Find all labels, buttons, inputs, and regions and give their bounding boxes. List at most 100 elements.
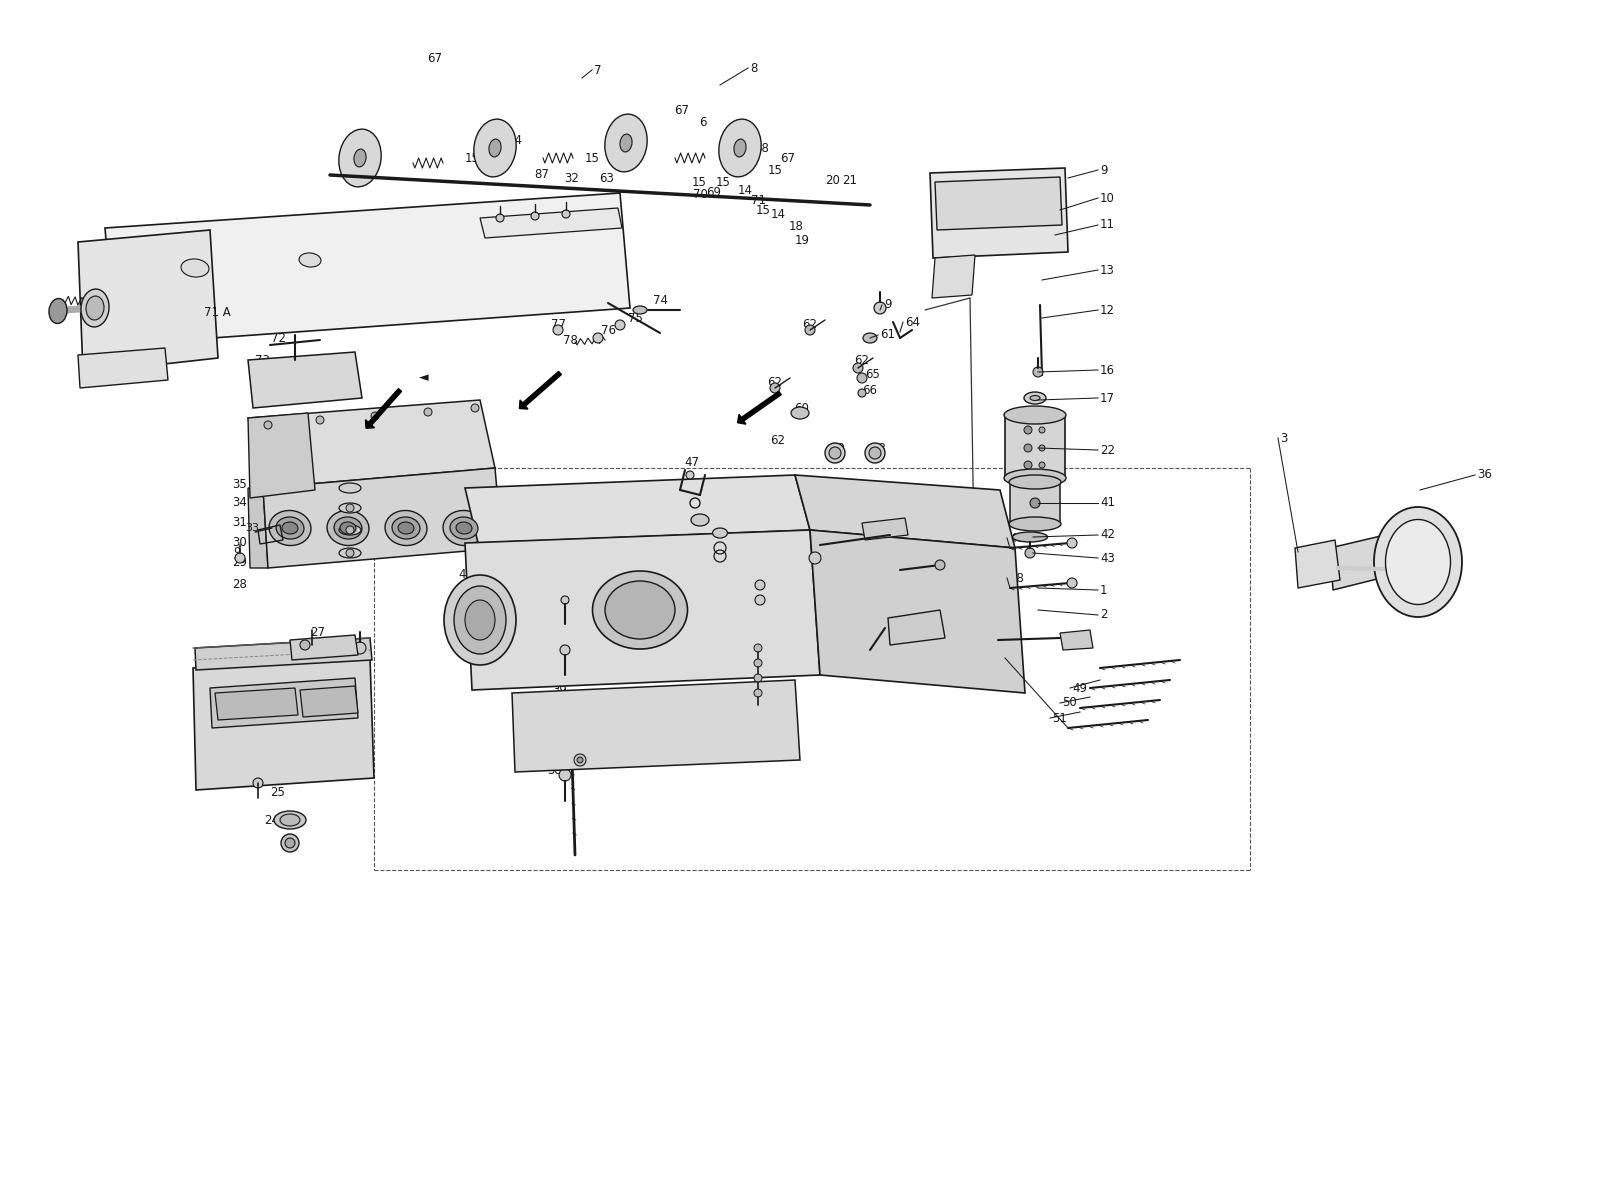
Ellipse shape	[443, 510, 485, 546]
Ellipse shape	[341, 522, 355, 534]
Ellipse shape	[605, 114, 646, 172]
Circle shape	[826, 443, 845, 463]
Text: 9: 9	[234, 546, 240, 559]
Polygon shape	[195, 638, 371, 670]
Text: 66: 66	[862, 384, 877, 396]
Circle shape	[354, 642, 366, 654]
Circle shape	[805, 325, 814, 335]
Ellipse shape	[326, 510, 370, 546]
Text: 32: 32	[565, 172, 579, 185]
Text: 17: 17	[1101, 391, 1115, 404]
Text: 54: 54	[760, 622, 776, 635]
Text: 68: 68	[755, 142, 770, 155]
Ellipse shape	[490, 139, 501, 157]
Ellipse shape	[605, 581, 675, 638]
Ellipse shape	[386, 510, 427, 546]
Text: 58: 58	[870, 442, 885, 455]
Polygon shape	[934, 176, 1062, 230]
Polygon shape	[1059, 630, 1093, 650]
Text: 24: 24	[264, 814, 280, 827]
Text: 52: 52	[1006, 652, 1022, 665]
Text: 87: 87	[534, 168, 549, 180]
Circle shape	[754, 644, 762, 652]
Text: 16: 16	[1101, 364, 1115, 377]
Ellipse shape	[334, 517, 362, 539]
Ellipse shape	[1386, 520, 1451, 605]
Circle shape	[869, 446, 882, 458]
Text: 67: 67	[728, 142, 742, 155]
Text: 71: 71	[750, 193, 765, 206]
Circle shape	[866, 443, 885, 463]
Circle shape	[1024, 444, 1032, 452]
Ellipse shape	[1005, 469, 1066, 487]
Ellipse shape	[466, 600, 494, 640]
Circle shape	[1024, 461, 1032, 469]
Circle shape	[1038, 462, 1045, 468]
Text: 36: 36	[1477, 468, 1491, 481]
Text: ◄: ◄	[419, 372, 429, 384]
Ellipse shape	[280, 814, 301, 826]
Text: 86: 86	[896, 617, 910, 630]
Polygon shape	[810, 530, 1026, 692]
Text: 84: 84	[755, 588, 771, 601]
Ellipse shape	[339, 503, 362, 514]
Circle shape	[594, 332, 603, 343]
Text: 60: 60	[795, 402, 810, 414]
Circle shape	[531, 212, 539, 220]
Circle shape	[560, 715, 570, 725]
Text: 18: 18	[789, 220, 803, 233]
Text: 67: 67	[675, 103, 690, 116]
Text: 34: 34	[232, 497, 248, 510]
Ellipse shape	[592, 571, 688, 649]
Text: 56: 56	[1000, 629, 1016, 642]
Text: 12: 12	[1101, 304, 1115, 317]
Text: 35: 35	[232, 478, 248, 491]
Circle shape	[755, 595, 765, 605]
Polygon shape	[78, 348, 168, 388]
Text: 4: 4	[458, 569, 466, 582]
Text: 30: 30	[232, 535, 248, 548]
Ellipse shape	[691, 514, 709, 526]
Ellipse shape	[456, 522, 472, 534]
Text: 65: 65	[866, 367, 880, 380]
Text: 79: 79	[760, 652, 776, 665]
Text: 13: 13	[1101, 264, 1115, 276]
Polygon shape	[931, 254, 974, 298]
Polygon shape	[512, 680, 800, 772]
Ellipse shape	[445, 575, 515, 665]
Circle shape	[470, 404, 478, 412]
Circle shape	[1038, 427, 1045, 433]
Text: 9: 9	[245, 767, 253, 780]
Polygon shape	[106, 193, 630, 346]
Text: 38: 38	[547, 763, 562, 776]
Text: 78: 78	[563, 334, 578, 347]
Circle shape	[934, 560, 946, 570]
Circle shape	[1030, 498, 1040, 508]
Text: 10: 10	[1101, 192, 1115, 204]
Circle shape	[1026, 548, 1035, 558]
Polygon shape	[862, 518, 909, 540]
Text: 67: 67	[781, 151, 795, 164]
Text: 40: 40	[760, 636, 776, 649]
Ellipse shape	[398, 522, 414, 534]
Ellipse shape	[862, 332, 877, 343]
Text: 5: 5	[493, 546, 501, 559]
Text: 14: 14	[738, 184, 752, 197]
Text: 19: 19	[795, 234, 810, 246]
Text: 14: 14	[507, 133, 523, 146]
Circle shape	[1024, 426, 1032, 434]
Text: 37: 37	[549, 636, 565, 649]
Circle shape	[253, 778, 262, 788]
Circle shape	[1067, 538, 1077, 548]
Circle shape	[560, 646, 570, 655]
Text: 83: 83	[717, 536, 731, 550]
FancyArrow shape	[365, 389, 402, 428]
Polygon shape	[248, 400, 494, 488]
Circle shape	[301, 640, 310, 650]
Circle shape	[754, 689, 762, 697]
Ellipse shape	[282, 522, 298, 534]
Polygon shape	[466, 475, 810, 542]
Text: 55: 55	[901, 557, 915, 570]
Polygon shape	[1005, 415, 1066, 480]
Ellipse shape	[339, 548, 362, 558]
